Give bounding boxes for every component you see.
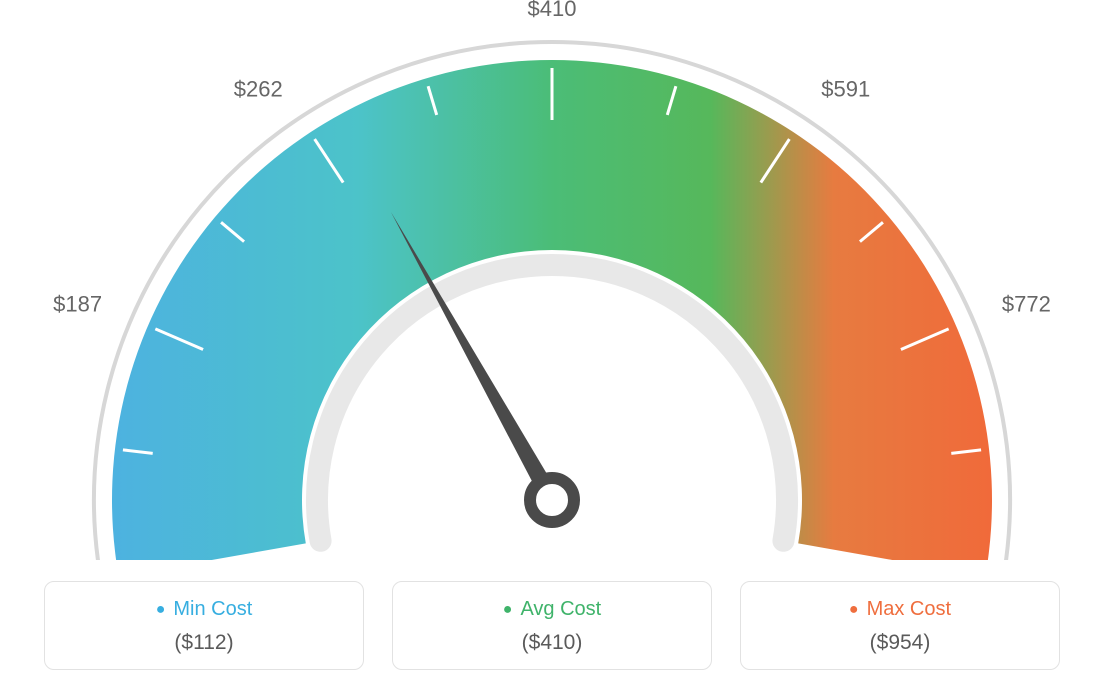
legend-row: Min Cost ($112) Avg Cost ($410) Max Cost… bbox=[0, 581, 1104, 670]
legend-min-label: Min Cost bbox=[55, 598, 353, 621]
legend-avg-label: Avg Cost bbox=[403, 598, 701, 621]
legend-max-value: ($954) bbox=[751, 631, 1049, 655]
gauge-chart: $112$187$262$410$591$772$954 bbox=[0, 0, 1104, 560]
gauge-tick-label: $410 bbox=[528, 0, 577, 21]
gauge-tick-label: $591 bbox=[821, 76, 870, 101]
legend-max-label: Max Cost bbox=[751, 598, 1049, 621]
gauge-tick-label: $187 bbox=[53, 292, 102, 317]
legend-min: Min Cost ($112) bbox=[44, 581, 364, 670]
gauge-tick-label: $772 bbox=[1002, 292, 1051, 317]
legend-avg-value: ($410) bbox=[403, 631, 701, 655]
legend-max: Max Cost ($954) bbox=[740, 581, 1060, 670]
gauge-tick-label: $262 bbox=[234, 76, 283, 101]
legend-avg: Avg Cost ($410) bbox=[392, 581, 712, 670]
gauge-needle-hub bbox=[530, 478, 574, 522]
cost-gauge-infographic: $112$187$262$410$591$772$954 Min Cost ($… bbox=[0, 0, 1104, 690]
legend-min-value: ($112) bbox=[55, 631, 353, 655]
